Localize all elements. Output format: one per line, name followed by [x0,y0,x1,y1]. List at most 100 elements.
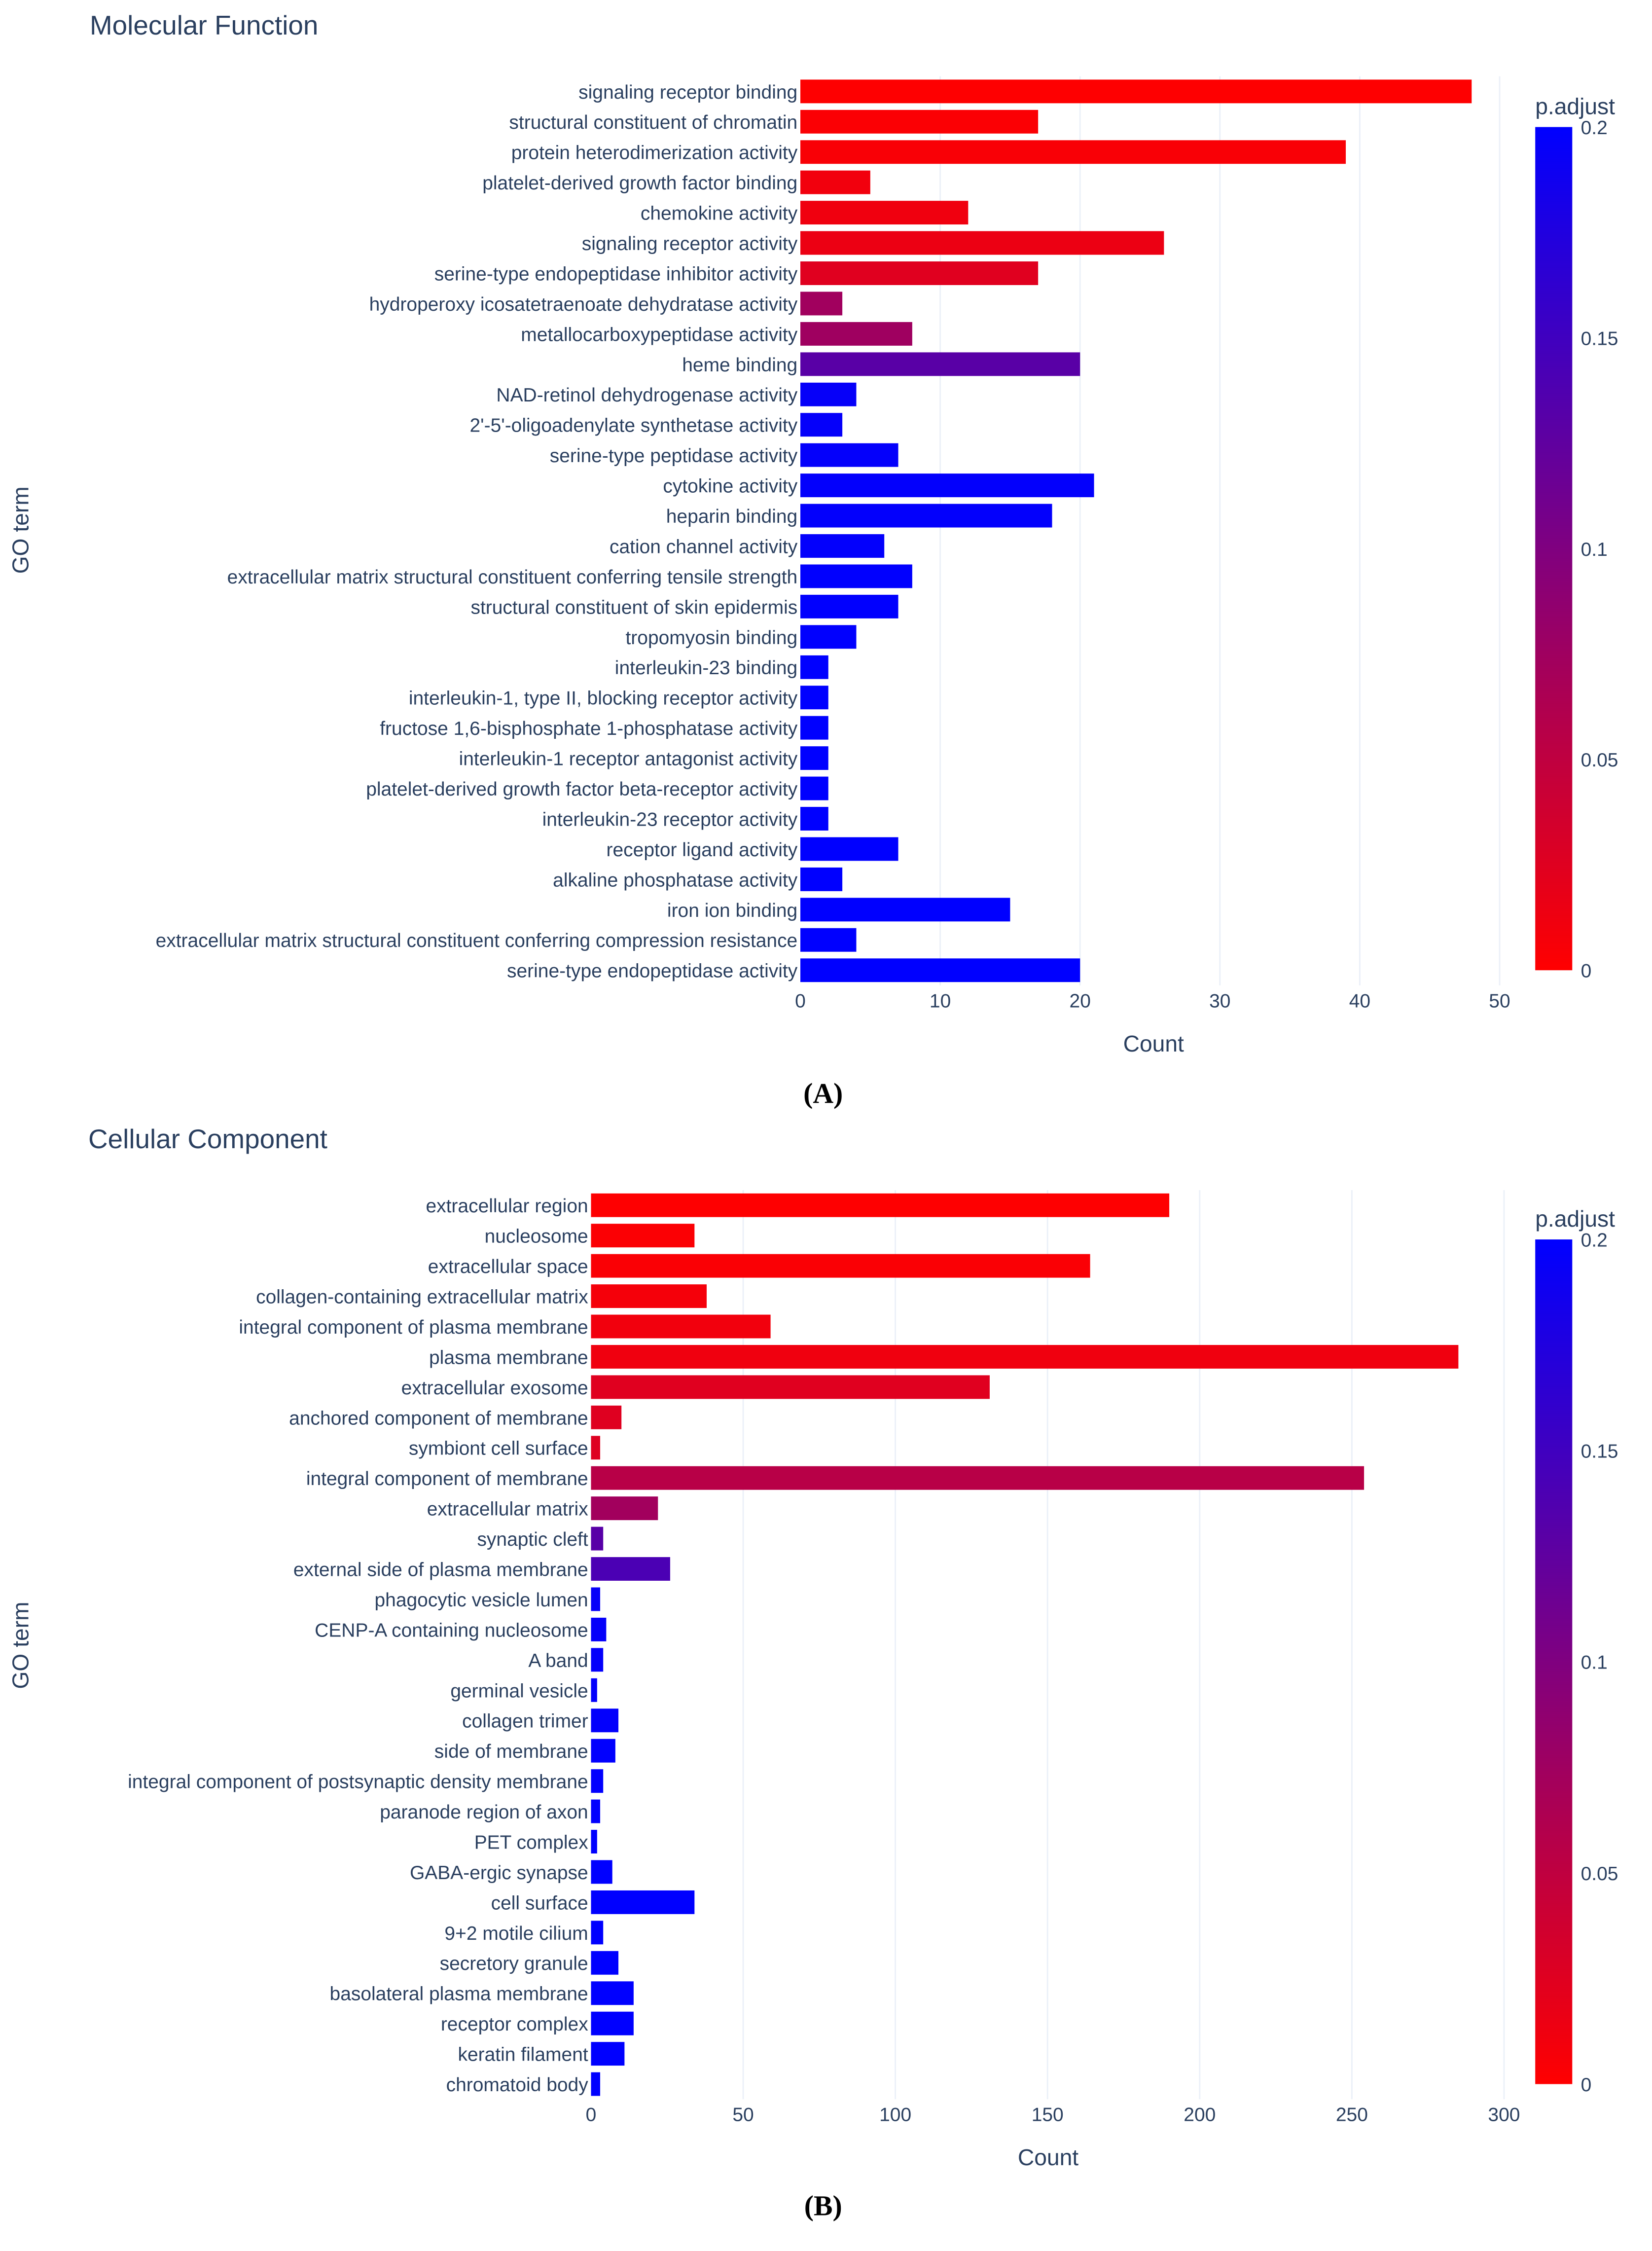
x-tick-label: 100 [879,2105,911,2126]
category-label: interleukin-23 binding [615,657,797,679]
category-label: anchored component of membrane [289,1408,588,1429]
category-label: cation channel activity [610,536,798,557]
bar [800,837,898,861]
bar [591,1678,597,1702]
category-label: collagen-containing extracellular matrix [256,1286,588,1307]
category-label: paranode region of axon [380,1802,588,1823]
colorbar-tick-label: 0.05 [1581,750,1618,771]
colorbar-tick-label: 0.1 [1581,539,1608,560]
bar [591,1617,607,1641]
bar [591,1466,1365,1490]
bar [591,1496,658,1521]
panel-label: (A) [803,1078,843,1109]
category-label: NAD-retinol dehydrogenase activity [496,385,797,406]
bar [800,594,898,618]
category-label: structural constituent of chromatin [509,112,797,133]
colorbar [1535,127,1573,971]
category-label: extracellular matrix structural constitu… [227,567,798,588]
category-label: extracellular region [426,1196,588,1217]
bar [800,504,1052,528]
category-label: fructose 1,6-bisphosphate 1-phosphatase … [380,718,798,739]
x-tick-label: 50 [1489,990,1510,1012]
bar [591,1769,604,1793]
colorbar [1535,1239,1573,2084]
colorbar-tick-label: 0.2 [1581,117,1608,139]
category-label: platelet-derived growth factor binding [482,173,797,194]
bar [800,140,1346,164]
bar [800,625,857,649]
category-label: signaling receptor activity [582,233,798,254]
category-label: platelet-derived growth factor beta-rece… [366,779,798,800]
bar [800,958,1080,982]
category-label: serine-type endopeptidase activity [507,961,798,982]
bar [800,564,912,588]
category-label: cell surface [491,1892,588,1914]
category-label: chromatoid body [446,2074,589,2096]
bar [591,1375,990,1399]
chart-panel-b: 0 50 100 150 200 250 300 extracellular region nu… [8,1124,1618,2221]
category-label: serine-type endopeptidase inhibitor acti… [434,263,798,285]
category-label: synaptic cleft [477,1529,588,1550]
bar [591,1708,619,1733]
category-label: secretory granule [440,1953,588,1974]
bar [800,716,828,740]
bar [591,1436,601,1460]
category-label: extracellular matrix [427,1499,589,1520]
bar [591,1254,1090,1278]
category-label: A band [528,1650,588,1671]
bar [800,170,870,194]
bar [591,1981,634,2005]
bar [591,1921,604,1945]
x-tick-label: 10 [930,990,951,1012]
category-label: PET complex [474,1832,589,1853]
category-label: 2'-5'-oligoadenylate synthetase activity [470,415,798,436]
category-label: external side of plasma membrane [293,1559,588,1580]
category-label: tropomyosin binding [625,627,797,649]
category-label: CENP-A containing nucleosome [315,1620,588,1641]
category-label: heme binding [682,355,797,376]
panel-label: (B) [804,2190,842,2221]
category-label: protein heterodimerization activity [511,143,798,164]
bar [591,1951,619,1975]
category-label: alkaline phosphatase activity [553,870,798,891]
category-label: extracellular matrix structural constitu… [156,930,798,951]
bar [591,1526,604,1551]
bar [591,1344,1459,1369]
category-label: cytokine activity [663,476,797,497]
category-label: interleukin-23 receptor activity [542,809,798,830]
category-label: side of membrane [434,1741,588,1762]
colorbar-tick-label: 0.2 [1581,1230,1608,1251]
category-label: iron ion binding [667,900,797,921]
category-label: extracellular space [428,1256,588,1277]
bar [800,352,1080,376]
x-tick-label: 200 [1184,2105,1216,2126]
colorbar-tick-label: 0.15 [1581,1441,1618,1462]
colorbar-title: p.adjust [1535,94,1615,119]
category-label: extracellular exosome [401,1378,588,1399]
y-axis-title: GO term [8,486,34,574]
bar [591,1830,597,1853]
bar [800,534,885,558]
category-label: GABA-ergic synapse [410,1862,588,1884]
bar [800,413,843,437]
x-tick-label: 300 [1488,2105,1520,2126]
chart-panel-a: 0 10 20 30 40 50 signaling receptor binding str… [8,10,1618,1109]
x-tick-label: 0 [795,990,806,1012]
category-label: serine-type peptidase activity [550,445,798,467]
category-label: collagen trimer [462,1711,588,1732]
category-label: plasma membrane [429,1347,588,1368]
bar [591,1284,707,1308]
bar [591,2042,625,2066]
category-label: structural constituent of skin epidermis [470,597,797,618]
bar [591,1648,604,1672]
bar [800,291,843,316]
colorbar-tick-label: 0.1 [1581,1652,1608,1673]
bar [591,1799,601,1823]
y-axis-title: GO term [8,1602,34,1689]
bar [800,473,1094,498]
bar [591,1405,622,1429]
category-label: interleukin-1 receptor antagonist activi… [459,749,798,770]
category-label: keratin filament [458,2044,588,2066]
category-label: signaling receptor binding [578,82,797,103]
colorbar-tick-label: 0.15 [1581,328,1618,349]
